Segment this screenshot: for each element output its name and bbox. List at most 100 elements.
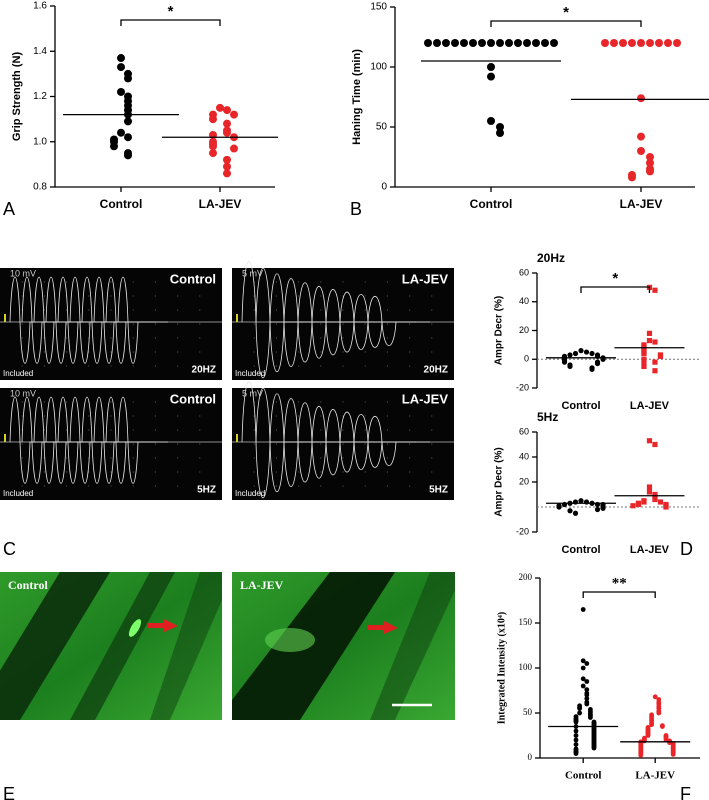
grid-dot	[409, 281, 411, 283]
data-point	[209, 149, 217, 158]
y-axis-label: Ampr Decr (%)	[494, 447, 505, 516]
trace-scale: 10 mV	[10, 388, 36, 398]
data-point	[628, 39, 636, 47]
grid-dot	[320, 457, 322, 459]
micrograph	[0, 572, 222, 720]
waveform	[93, 396, 144, 484]
data-point	[584, 679, 590, 684]
grid-dot	[177, 351, 179, 353]
grid-dot	[199, 471, 201, 473]
data-point	[124, 133, 132, 142]
grid-dot	[320, 485, 322, 487]
significance-label: *	[612, 270, 618, 287]
data-point	[646, 438, 653, 444]
grid-dot	[199, 281, 201, 283]
grid-dot	[364, 351, 366, 353]
grid-dot	[342, 471, 344, 473]
significance-label: *	[168, 3, 174, 20]
grid-dot	[177, 401, 179, 403]
y-tick-label: 20	[519, 325, 529, 335]
grid-dot	[320, 309, 322, 311]
grid-dot	[431, 457, 433, 459]
waveform	[339, 411, 402, 471]
data-point	[646, 489, 653, 495]
grid-dot	[431, 337, 433, 339]
data-point	[645, 733, 651, 738]
significance-label: *	[563, 4, 569, 21]
grid-dot	[275, 323, 277, 325]
data-point	[652, 694, 658, 700]
data-point	[478, 39, 486, 47]
grid-dot	[199, 401, 201, 403]
trace-group: Control	[170, 271, 216, 286]
grid-dot	[110, 443, 112, 445]
grid-dot	[298, 295, 300, 297]
grid-dot	[342, 365, 344, 367]
micrograph	[232, 572, 455, 720]
data-point	[117, 54, 125, 63]
data-point	[619, 39, 627, 47]
grid-dot	[21, 323, 23, 325]
grid-dot	[154, 337, 156, 339]
grid-dot	[386, 401, 388, 403]
trace-note: Included	[235, 489, 265, 498]
grid-dot	[386, 457, 388, 459]
grid-dot	[364, 429, 366, 431]
grid-dot	[132, 295, 134, 297]
y-tick-label: 150	[519, 617, 533, 627]
data-point	[487, 63, 495, 71]
grid-dot	[431, 429, 433, 431]
data-point	[223, 119, 231, 128]
waveform	[81, 276, 132, 364]
micrograph-label: LA-JEV	[240, 578, 284, 592]
grid-dot	[21, 295, 23, 297]
data-point	[637, 147, 645, 155]
grid-dot	[320, 471, 322, 473]
grid-dot	[431, 485, 433, 487]
data-point	[223, 128, 231, 137]
grid-dot	[253, 415, 255, 417]
grid-dot	[409, 471, 411, 473]
trace-frequency: 5HZ	[197, 485, 216, 496]
grid-dot	[132, 429, 134, 431]
data-point	[532, 39, 540, 47]
grid-dot	[364, 415, 366, 417]
data-point	[673, 39, 681, 47]
data-point	[646, 153, 654, 161]
grid-dot	[342, 351, 344, 353]
data-point	[573, 733, 579, 738]
trace-note: Included	[235, 369, 265, 378]
data-point	[433, 39, 441, 47]
grid-dot	[364, 323, 366, 325]
data-point	[635, 501, 642, 508]
grid-dot	[88, 429, 90, 431]
grid-dot	[88, 485, 90, 487]
waveform	[9, 396, 60, 484]
grid-dot	[88, 309, 90, 311]
grid-dot	[154, 401, 156, 403]
grid-dot	[177, 337, 179, 339]
y-tick-label: 60	[519, 267, 529, 277]
data-point	[646, 39, 654, 47]
waveform	[45, 396, 96, 484]
grid-dot	[431, 365, 433, 367]
panel-letter: F	[680, 784, 691, 800]
waveform	[325, 289, 388, 353]
data-point	[641, 356, 647, 362]
data-point	[496, 129, 504, 137]
chart-title: 5Hz	[537, 410, 558, 424]
significance-label: **	[612, 575, 627, 591]
data-point	[646, 484, 653, 490]
waveform	[9, 276, 60, 364]
grid-dot	[132, 471, 134, 473]
grid-dot	[253, 351, 255, 353]
data-point	[505, 39, 513, 47]
data-point	[209, 115, 217, 124]
grid-dot	[431, 281, 433, 283]
y-tick-label: 1.2	[33, 91, 47, 102]
chart: -20 20 40 60 Ampr Decr (%) 5Hz Control LA-JEV	[494, 410, 700, 556]
grid-dot	[21, 337, 23, 339]
data-point	[664, 39, 672, 47]
grid-dot	[132, 401, 134, 403]
grid-dot	[342, 443, 344, 445]
